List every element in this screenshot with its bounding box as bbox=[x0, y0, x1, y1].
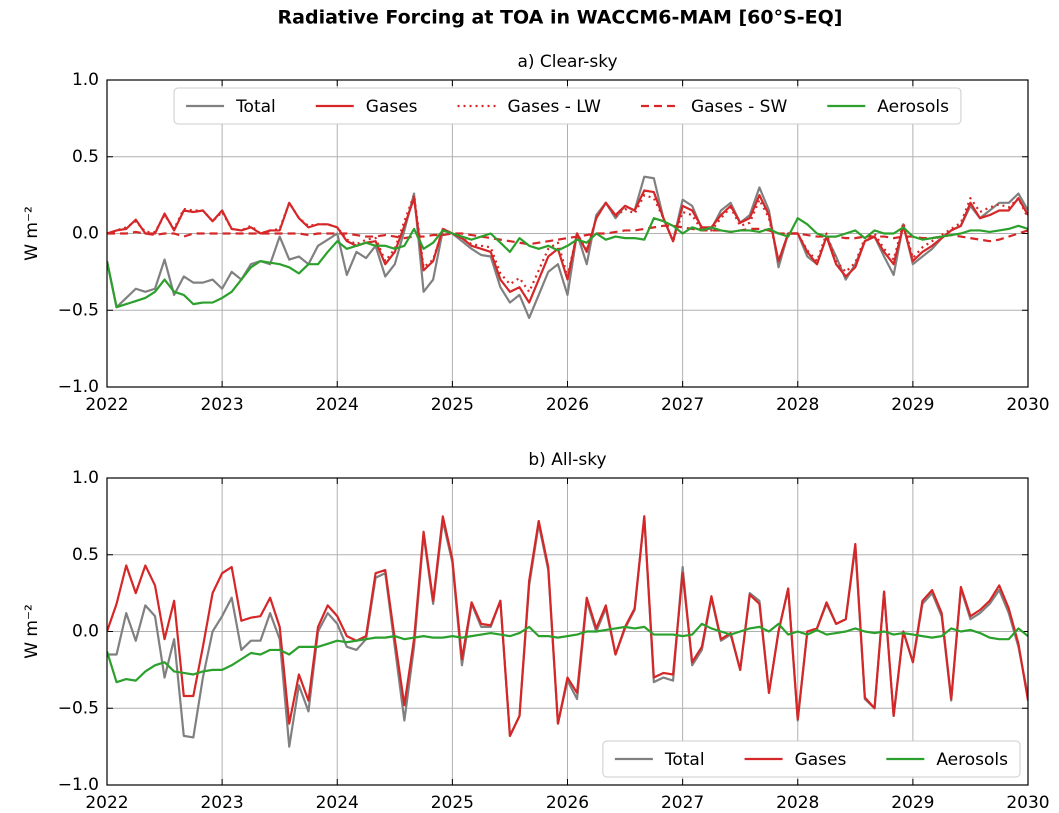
series-line bbox=[107, 515, 1028, 737]
y-tick-label: −1.0 bbox=[58, 377, 99, 397]
y-tick-label: −0.5 bbox=[58, 698, 99, 718]
y-tick-label: 0.5 bbox=[72, 147, 99, 167]
series-line bbox=[107, 217, 1028, 309]
x-tick-label: 2028 bbox=[776, 395, 819, 415]
x-tick-label: 2027 bbox=[661, 395, 704, 415]
x-tick-label: 2029 bbox=[891, 395, 934, 415]
legend: Total Gases Aerosols bbox=[602, 740, 1021, 778]
legend-label: Aerosols bbox=[877, 97, 949, 117]
x-tick-label: 2023 bbox=[200, 793, 243, 813]
x-tick-label: 2023 bbox=[200, 395, 243, 415]
legend-label: Gases - LW bbox=[508, 97, 602, 117]
legend-box bbox=[602, 740, 1021, 778]
x-tick-label: 2026 bbox=[546, 395, 589, 415]
y-tick-label: −0.5 bbox=[58, 300, 99, 320]
panel: b) All-sky W m⁻² −1.0 −0.5 0.0 0.5 1.0 2022 2023… bbox=[22, 450, 1050, 813]
x-tick-label: 2025 bbox=[431, 395, 474, 415]
figure-title: Radiative Forcing at TOA in WACCM6-MAM [… bbox=[278, 7, 843, 29]
x-tick-label: 2022 bbox=[85, 793, 128, 813]
legend-label: Gases - SW bbox=[691, 97, 787, 117]
x-tick-label: 2029 bbox=[891, 793, 934, 813]
x-tick-label: 2024 bbox=[316, 793, 359, 813]
x-tick-label: 2027 bbox=[661, 793, 704, 813]
legend-label: Gases bbox=[795, 750, 847, 770]
legend-label: Aerosols bbox=[936, 750, 1008, 770]
y-tick-label: 0.5 bbox=[72, 545, 99, 565]
x-tick-label: 2026 bbox=[546, 793, 589, 813]
legend-label: Total bbox=[235, 97, 276, 117]
axes-frame bbox=[106, 79, 1029, 388]
y-tick-label: 1.0 bbox=[72, 70, 99, 90]
legend-label: Total bbox=[664, 750, 705, 770]
y-tick-label: −1.0 bbox=[58, 775, 99, 795]
y-axis-label: W m⁻² bbox=[22, 206, 42, 261]
legend: Total Gases Gases - LW Gases - SW Aerosols bbox=[173, 87, 962, 125]
y-tick-label: 0.0 bbox=[72, 224, 99, 244]
y-tick-label: 1.0 bbox=[72, 468, 99, 488]
y-tick-label: 0.0 bbox=[72, 622, 99, 642]
panel-title: a) Clear-sky bbox=[517, 52, 617, 72]
x-tick-label: 2025 bbox=[431, 793, 474, 813]
x-tick-label: 2022 bbox=[85, 395, 128, 415]
x-tick-label: 2028 bbox=[776, 793, 819, 813]
x-tick-label: 2030 bbox=[1006, 395, 1049, 415]
x-tick-label: 2024 bbox=[316, 395, 359, 415]
panel: a) Clear-sky W m⁻² −1.0 −0.5 0.0 0.5 1.0 2022 20… bbox=[22, 52, 1050, 415]
x-tick-label: 2030 bbox=[1006, 793, 1049, 813]
y-axis-label: W m⁻² bbox=[22, 604, 42, 659]
legend-label: Gases bbox=[366, 97, 418, 117]
series-line bbox=[107, 224, 1028, 246]
panel-title: b) All-sky bbox=[528, 450, 606, 470]
series-line bbox=[107, 622, 1028, 684]
legend-box bbox=[173, 87, 962, 125]
axes-frame bbox=[106, 477, 1029, 786]
